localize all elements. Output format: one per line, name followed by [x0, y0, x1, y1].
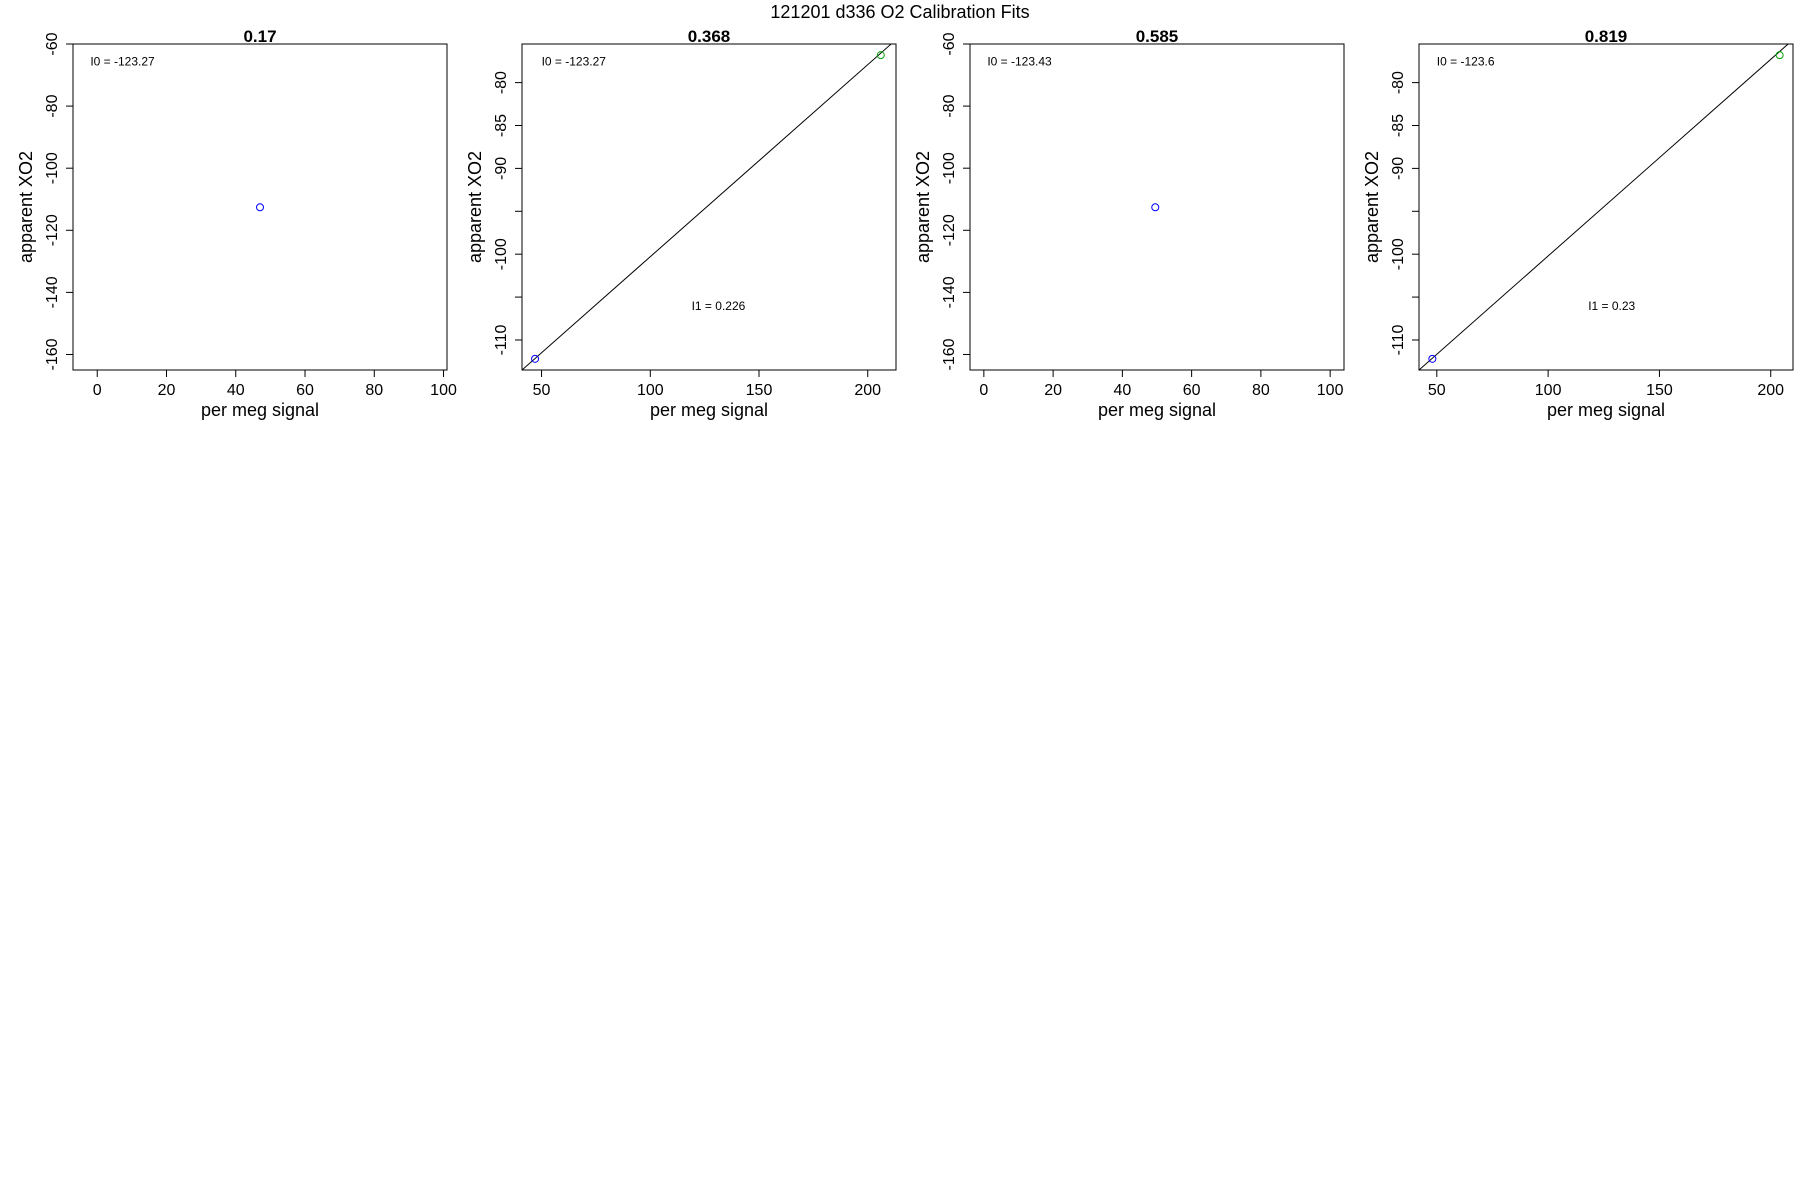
- y-axis-label: apparent XO2: [16, 151, 36, 263]
- panel-2: 0.368 50 100 150 200 -80 -85 -90 -100 -110 per meg…: [465, 27, 897, 420]
- x-tick-label: 20: [1044, 382, 1062, 399]
- y-tick-label: -140: [44, 276, 61, 308]
- y-tick-label: -100: [493, 238, 510, 270]
- x-tick-label: 0: [979, 382, 988, 399]
- y-tick-label: -100: [941, 152, 958, 184]
- x-tick-label: 150: [746, 382, 773, 399]
- fit-line: [522, 44, 892, 370]
- panel-title: 0.368: [688, 27, 731, 46]
- plot-frame: [521, 43, 897, 371]
- x-axis-label: per meg signal: [1098, 400, 1216, 420]
- x-tick-label: 100: [1317, 382, 1344, 399]
- y-tick-label: -90: [1390, 157, 1407, 180]
- data-point: [256, 203, 264, 212]
- data-point: [531, 354, 540, 363]
- y-tick-label: -160: [941, 338, 958, 370]
- annotation: I0 = -123.6: [1437, 54, 1495, 68]
- annotation: I1 = 0.23: [1588, 299, 1635, 313]
- x-tick-label: 40: [227, 382, 245, 399]
- x-tick-label: 60: [296, 382, 314, 399]
- x-tick-label: 100: [430, 382, 457, 399]
- y-tick-label: -60: [44, 32, 61, 55]
- y-tick-label: -100: [1390, 238, 1407, 270]
- x-tick-label: 20: [158, 382, 176, 399]
- x-tick-label: 0: [93, 382, 102, 399]
- y-tick-label: -160: [44, 338, 61, 370]
- data-point: [1428, 354, 1437, 363]
- panel-title: 0.17: [243, 27, 276, 46]
- annotation: I0 = -123.43: [987, 55, 1052, 69]
- annotation: I0 = -123.27: [90, 55, 155, 69]
- data-point: [876, 51, 885, 60]
- panel-1: 0.17 0 20 40 60 80 100 -60 -80 -100 -120 -140 -160 pe…: [16, 27, 457, 420]
- fit-line: [1419, 44, 1789, 370]
- x-tick-label: 80: [1252, 382, 1270, 399]
- data-point: [1151, 203, 1160, 212]
- figure-title: 121201 d336 O2 Calibration Fits: [770, 2, 1029, 22]
- x-tick-label: 50: [533, 382, 551, 399]
- x-tick-label: 100: [637, 382, 664, 399]
- y-tick-label: -60: [941, 32, 958, 55]
- x-tick-label: 40: [1113, 382, 1131, 399]
- y-tick-label: -110: [493, 324, 510, 355]
- y-tick-label: -90: [493, 157, 510, 180]
- y-tick-label: -100: [44, 152, 61, 184]
- panel-title: 0.819: [1585, 27, 1628, 46]
- x-axis-label: per meg signal: [1547, 400, 1665, 420]
- plot-frame: [1418, 43, 1794, 371]
- panel-title: 0.585: [1136, 27, 1179, 46]
- x-tick-label: 200: [854, 382, 881, 399]
- y-tick-label: -80: [1390, 71, 1407, 94]
- y-tick-label: -80: [941, 94, 958, 117]
- annotation: I1 = 0.226: [692, 299, 746, 313]
- panel-3: 0.585 0 20 40 60 80 100 -60 -80 -100 -120 -140 -160 p…: [913, 27, 1345, 420]
- x-axis-label: per meg signal: [201, 400, 319, 420]
- y-axis-label: apparent XO2: [913, 151, 933, 263]
- annotation: I0 = -123.27: [542, 54, 607, 68]
- y-tick-label: -80: [493, 71, 510, 94]
- panel-4: 0.819 50 100 150 200 -80 -85 -90 -100 -110 per meg…: [1362, 27, 1794, 420]
- plot-frame: [969, 43, 1345, 371]
- plot-frame: [72, 43, 448, 371]
- y-tick-label: -110: [1390, 324, 1407, 355]
- x-axis-label: per meg signal: [650, 400, 768, 420]
- y-tick-label: -120: [44, 214, 61, 246]
- y-tick-label: -80: [44, 94, 61, 117]
- y-axis-label: apparent XO2: [1362, 151, 1382, 263]
- x-tick-label: 100: [1535, 382, 1562, 399]
- data-point: [1775, 51, 1784, 60]
- x-tick-label: 150: [1646, 382, 1673, 399]
- x-tick-label: 200: [1757, 382, 1784, 399]
- x-tick-label: 50: [1428, 382, 1446, 399]
- y-tick-label: -85: [1390, 114, 1407, 137]
- y-tick-label: -85: [493, 114, 510, 137]
- y-tick-label: -140: [941, 276, 958, 308]
- y-tick-label: -120: [941, 214, 958, 246]
- y-axis-label: apparent XO2: [465, 151, 485, 263]
- x-tick-label: 60: [1183, 382, 1201, 399]
- x-tick-label: 80: [365, 382, 383, 399]
